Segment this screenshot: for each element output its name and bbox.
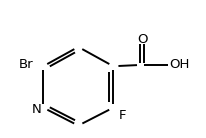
Text: O: O bbox=[137, 33, 147, 46]
Text: Br: Br bbox=[19, 58, 33, 71]
Text: F: F bbox=[119, 109, 126, 122]
Text: N: N bbox=[32, 103, 42, 116]
Text: OH: OH bbox=[169, 58, 189, 71]
